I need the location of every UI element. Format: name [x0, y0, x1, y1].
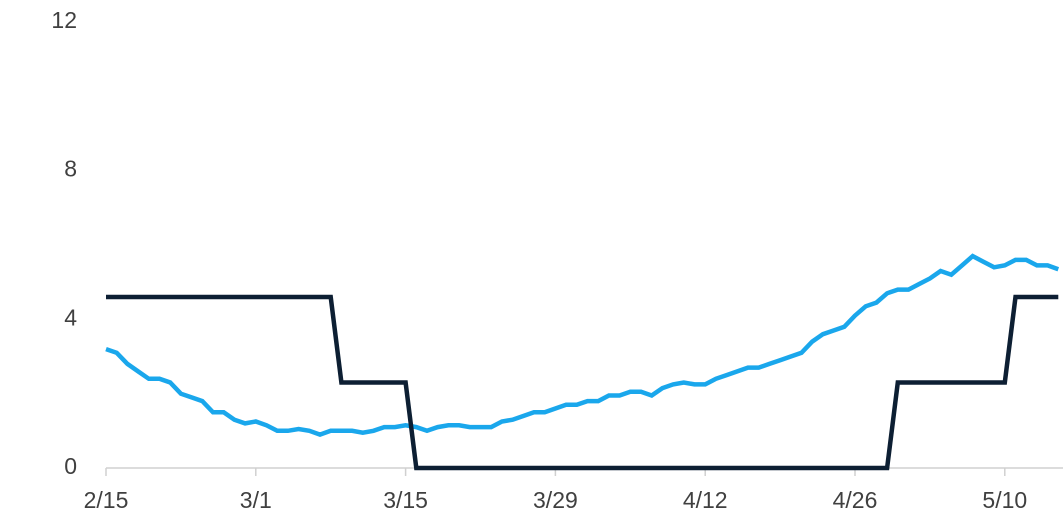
x-tick-label: 4/26 — [833, 487, 878, 513]
y-tick-label: 8 — [64, 156, 77, 182]
x-tick-label: 3/29 — [533, 487, 578, 513]
y-tick-label: 12 — [51, 7, 77, 33]
x-tick-label: 2/15 — [84, 487, 129, 513]
x-tick-label: 3/15 — [383, 487, 428, 513]
y-tick-label: 0 — [64, 453, 77, 479]
x-tick-label: 3/1 — [240, 487, 272, 513]
x-tick-label: 5/10 — [982, 487, 1027, 513]
y-tick-label: 4 — [64, 304, 77, 330]
line-series — [105, 253, 1060, 437]
line-series — [106, 294, 1059, 471]
x-tick-label: 4/12 — [683, 487, 728, 513]
